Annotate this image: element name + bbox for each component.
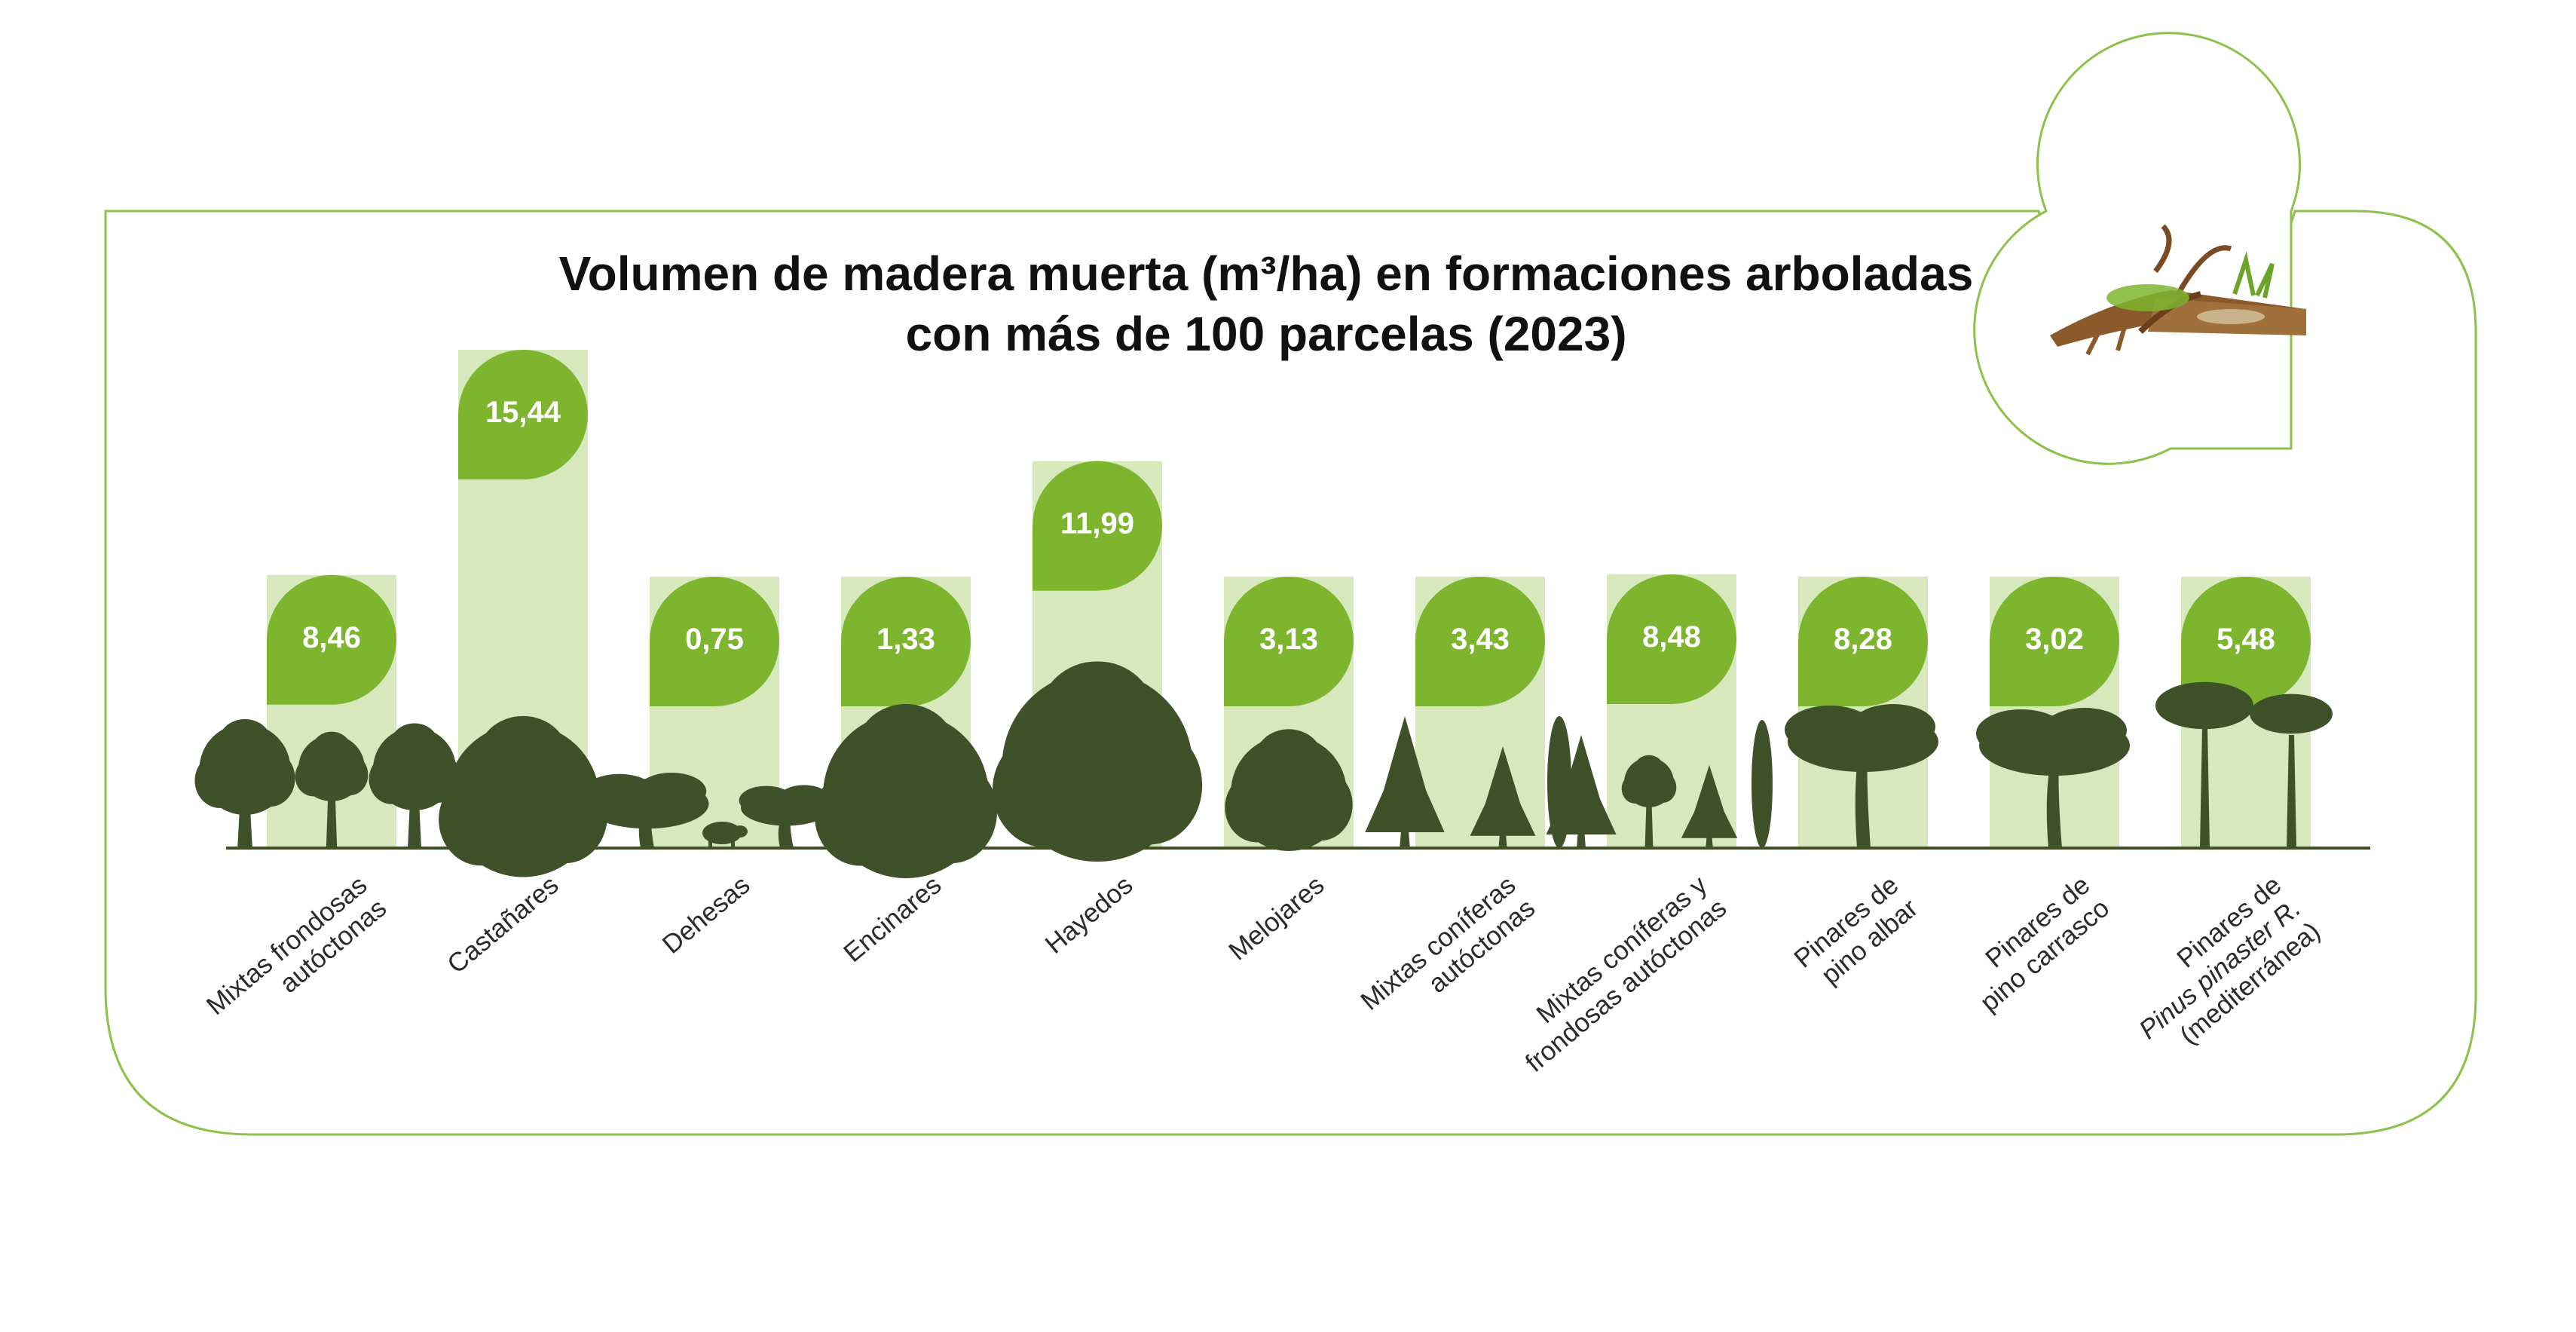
dehesa-trees-pig-icon <box>582 773 831 848</box>
data-label: 3,43 <box>1451 623 1510 656</box>
value-bubble <box>1798 577 1928 706</box>
mixed-conifer-broadleaf-icon <box>1546 720 1773 848</box>
holm-oak-icon <box>815 704 997 878</box>
badge-circle <box>1973 32 2301 465</box>
value-bubble <box>2181 577 2311 706</box>
value-bubble <box>1607 574 1736 704</box>
bar-group: 0,75 <box>650 577 779 848</box>
maritime-pine-icon <box>2155 681 2333 848</box>
aleppo-pine-icon <box>1976 708 2130 848</box>
x-tick-label: Pinares depino albar <box>1788 870 1923 997</box>
value-bubble <box>650 577 779 706</box>
x-tick-label: Castañares <box>442 870 564 979</box>
x-tick-label: Mixtas coníferas yfrondosas autóctonas <box>1501 870 1733 1078</box>
x-tick-label: Mixtas coníferasautóctonas <box>1355 870 1540 1039</box>
category-labels-group: Mixtas frondosasautóctonas Castañares Dehe… <box>201 870 2326 1078</box>
x-tick-label: Dehesas <box>657 870 756 960</box>
data-label: 15,44 <box>485 396 561 429</box>
data-label: 0,75 <box>685 623 744 656</box>
chart-title: Volumen de madera muerta (m³/ha) en form… <box>559 246 1974 361</box>
data-label: 11,99 <box>1060 507 1134 540</box>
data-label: 8,28 <box>1834 623 1892 656</box>
tree-icons-group <box>194 661 2333 878</box>
value-bubble <box>458 349 588 479</box>
deadwood-log-icon <box>2050 224 2306 356</box>
chart-title-line-2: con más de 100 parcelas (2023) <box>906 307 1627 361</box>
bar-group: 8,46 <box>267 574 396 848</box>
x-tick-label: Pinares dePinus pinaster R.(mediterránea… <box>2114 870 2326 1067</box>
value-bubble <box>1033 461 1162 591</box>
chestnut-tree-icon <box>439 715 607 877</box>
deadwood-badge <box>1973 32 2306 465</box>
scots-pine-icon <box>1785 704 1938 848</box>
data-label: 1,33 <box>877 623 935 656</box>
x-tick-label: Melojares <box>1223 870 1329 966</box>
x-tick-label: Pinares depino carrasco <box>1955 870 2115 1018</box>
data-label: 3,13 <box>1259 623 1318 656</box>
value-bubble <box>841 577 971 706</box>
value-bubble <box>1415 577 1545 706</box>
oak-tree-icon <box>1225 729 1353 851</box>
value-bubble <box>1990 577 2119 706</box>
x-tick-label: Encinares <box>838 870 947 968</box>
value-bubble <box>267 574 396 705</box>
bars-group: 8,46 15,44 0,75 1,33 11,99 3,13 3,43 8,48 8,28 3,… <box>267 349 2311 849</box>
data-label: 8,48 <box>1642 620 1701 654</box>
data-label: 8,46 <box>302 621 361 654</box>
data-label: 3,02 <box>2025 623 2084 656</box>
x-tick-label: Hayedos <box>1040 870 1139 960</box>
conifer-trees-icon <box>1365 716 1571 848</box>
x-tick-label: Mixtas frondosasautóctonas <box>201 870 392 1044</box>
beech-tree-icon <box>992 661 1203 862</box>
chart-title-line-1: Volumen de madera muerta (m³/ha) en form… <box>559 246 1974 301</box>
bar-group: 3,43 <box>1415 577 1545 848</box>
data-label: 5,48 <box>2217 623 2275 656</box>
broadleaf-trees-icon <box>194 718 460 848</box>
value-bubble <box>1224 577 1354 706</box>
